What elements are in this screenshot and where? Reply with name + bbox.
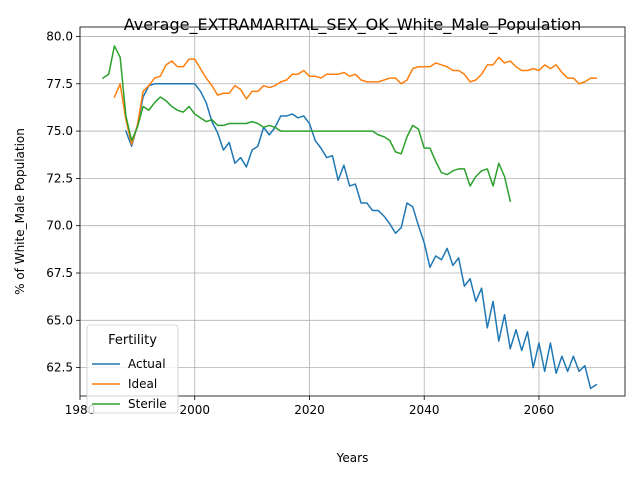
legend-entries: Actual Ideal Sterile — [92, 357, 167, 411]
legend-label-sterile: Sterile — [128, 397, 167, 411]
y-tick-label: 67.5 — [46, 266, 73, 280]
legend-title: Fertility — [108, 333, 157, 348]
y-axis-label: % of White_Male Population — [13, 128, 27, 295]
x-tick-label: 2040 — [409, 403, 440, 417]
y-tick-label: 70.0 — [46, 219, 73, 233]
y-tick-label: 62.5 — [46, 361, 73, 375]
series-line-actual — [124, 83, 598, 390]
legend: Fertility Actual Ideal Sterile — [86, 324, 179, 414]
y-tick-label: 77.5 — [46, 77, 73, 91]
legend-box — [86, 324, 179, 414]
axis-ticks: 1980 2000 2020 2040 206062.565.067.570.072.5… — [46, 29, 554, 417]
y-tick-label: 72.5 — [46, 171, 73, 185]
x-axis-label: Years — [336, 451, 369, 465]
x-tick-label: 2020 — [294, 403, 325, 417]
plot-series — [101, 45, 598, 390]
x-tick-label: 2060 — [524, 403, 555, 417]
legend-label-actual: Actual — [128, 357, 166, 371]
chart-title: Average_EXTRAMARITAL_SEX_OK_White_Male_P… — [124, 15, 581, 35]
x-tick-label: 2000 — [179, 403, 210, 417]
y-tick-label: 75.0 — [46, 124, 73, 138]
series-line-sterile — [101, 45, 512, 202]
y-tick-label: 80.0 — [46, 29, 73, 43]
plot-area-frame — [79, 26, 626, 397]
y-tick-label: 65.0 — [46, 313, 73, 327]
series-line-ideal — [113, 56, 598, 146]
legend-label-ideal: Ideal — [128, 377, 157, 391]
